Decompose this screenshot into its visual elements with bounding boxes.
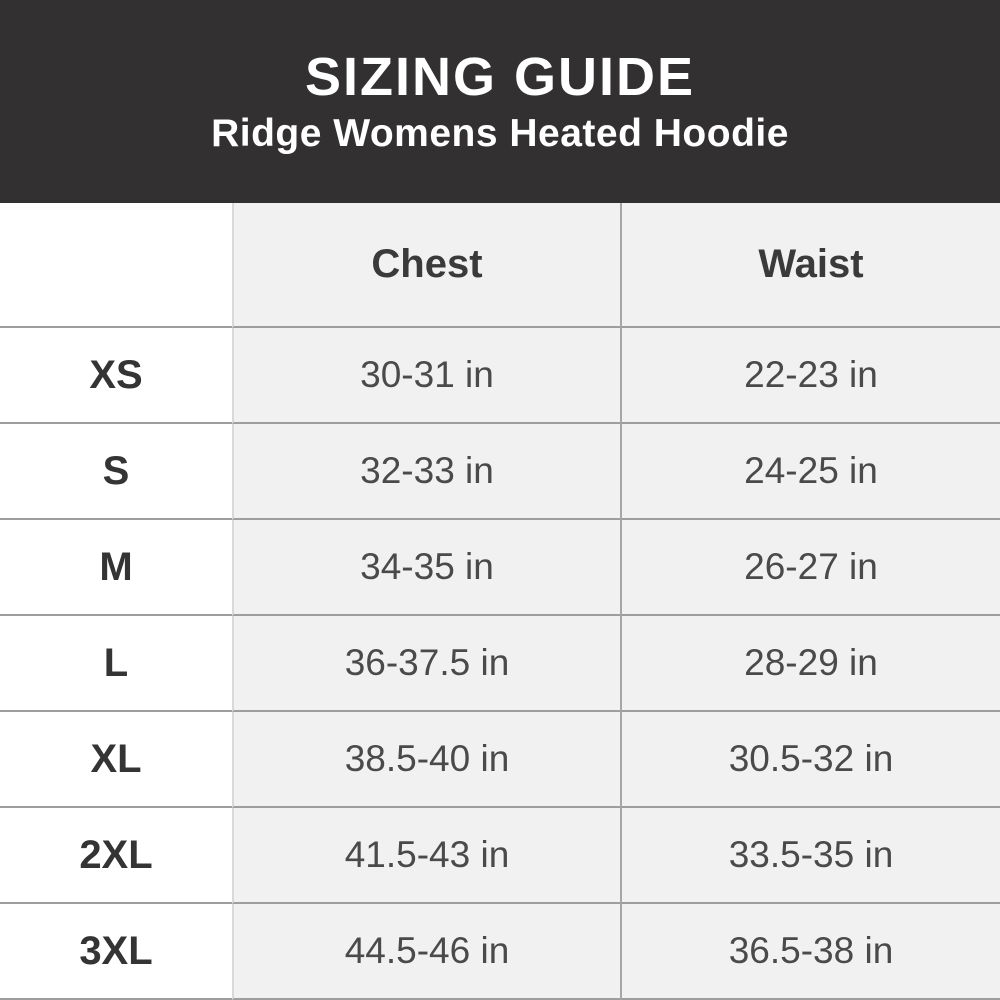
size-label-m: M	[0, 520, 232, 616]
size-label-s: S	[0, 424, 232, 520]
chest-value-3xl: 44.5-46 in	[232, 904, 620, 1000]
corner-cell-empty	[0, 203, 232, 328]
waist-value-l: 28-29 in	[620, 616, 1000, 712]
size-label-l: L	[0, 616, 232, 712]
chest-value-s: 32-33 in	[232, 424, 620, 520]
waist-value-s: 24-25 in	[620, 424, 1000, 520]
waist-value-m: 26-27 in	[620, 520, 1000, 616]
page-title: SIZING GUIDE	[304, 47, 696, 107]
waist-value-xs: 22-23 in	[620, 328, 1000, 424]
waist-value-2xl: 33.5-35 in	[620, 808, 1000, 904]
size-table: Chest Waist XS 30-31 in 22-23 in S 32-33…	[0, 203, 1000, 1000]
size-label-xl: XL	[0, 712, 232, 808]
chest-value-2xl: 41.5-43 in	[232, 808, 620, 904]
waist-value-xl: 30.5-32 in	[620, 712, 1000, 808]
chest-value-l: 36-37.5 in	[232, 616, 620, 712]
chest-value-xl: 38.5-40 in	[232, 712, 620, 808]
waist-value-3xl: 36.5-38 in	[620, 904, 1000, 1000]
column-header-waist: Waist	[620, 203, 1000, 328]
size-label-3xl: 3XL	[0, 904, 232, 1000]
header-banner: SIZING GUIDE Ridge Womens Heated Hoodie	[0, 0, 1000, 203]
chest-value-m: 34-35 in	[232, 520, 620, 616]
product-name-subtitle: Ridge Womens Heated Hoodie	[211, 112, 789, 155]
size-label-xs: XS	[0, 328, 232, 424]
size-label-2xl: 2XL	[0, 808, 232, 904]
chest-value-xs: 30-31 in	[232, 328, 620, 424]
column-header-chest: Chest	[232, 203, 620, 328]
